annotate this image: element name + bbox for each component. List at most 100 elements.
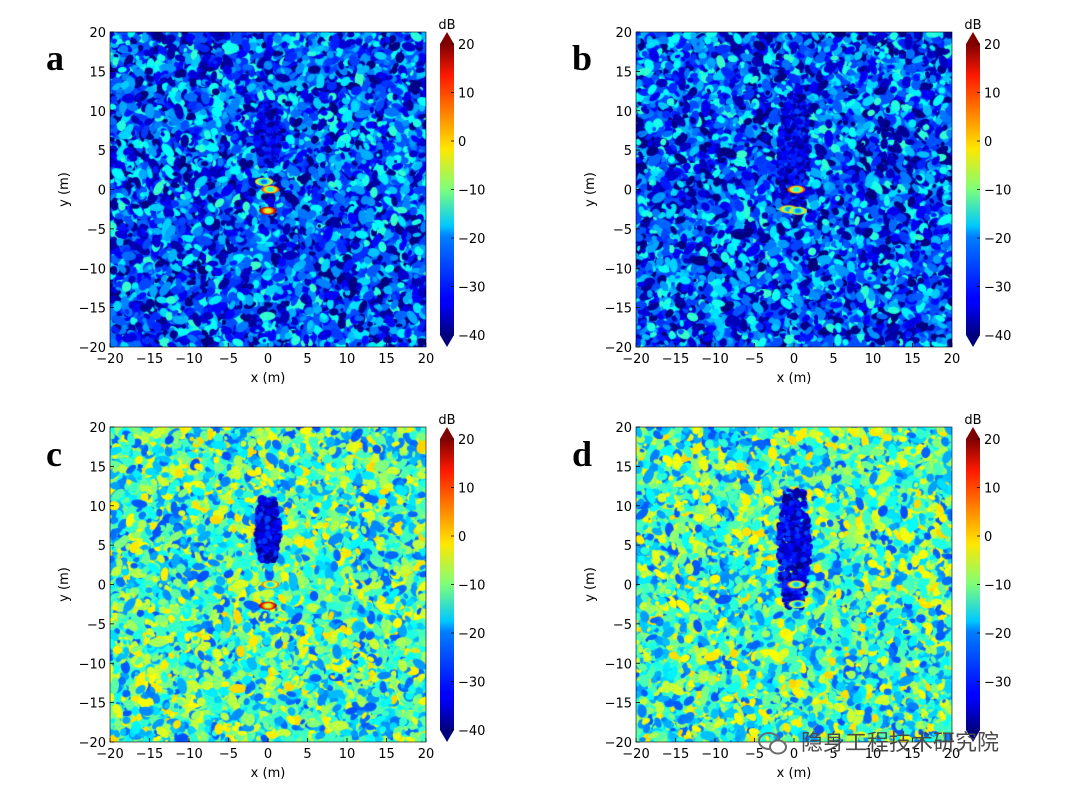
- colorbar-tick-label: 0: [984, 135, 992, 150]
- x-tick-label: −20: [622, 747, 649, 762]
- panel-label-c: c: [46, 434, 62, 474]
- x-ticks: −20 −15 −10 −5 0 5 10 15 20: [96, 738, 434, 762]
- x-tick-label: 10: [865, 747, 882, 762]
- y-tick-label: 0: [624, 184, 632, 199]
- y-tick-label: 10: [89, 500, 106, 515]
- x-tick-label: −5: [219, 747, 238, 762]
- colorbar-max-arrow: [440, 427, 454, 439]
- panel-d: d −20 −15 −10 −5 0 5 10 15 20 20 15 10 5 0 −5 −10 −15 −20 x…: [572, 413, 1011, 781]
- colorbar-tick-label: 0: [458, 530, 466, 545]
- heatmap-a: [110, 32, 426, 347]
- colorbar-label: dB: [964, 18, 981, 33]
- colorbar-gradient: [440, 44, 454, 335]
- y-axis-label: y (m): [583, 567, 598, 602]
- colorbar-tick-label: −40: [458, 329, 485, 344]
- x-tick-label: 15: [904, 352, 921, 367]
- colorbar-tick-label: −20: [984, 232, 1011, 247]
- panel-a: a −20 −15 −10 −5 0 5 10 15 20 20 15 10 5 0 −5 −10 −15 −20 x…: [46, 18, 485, 386]
- colorbar-min-arrow: [966, 730, 980, 742]
- x-tick-label: −5: [745, 352, 764, 367]
- y-tick-label: −10: [605, 657, 632, 672]
- x-tick-label: −20: [622, 352, 649, 367]
- y-tick-label: 15: [615, 460, 632, 475]
- colorbar-tick-label: −30: [458, 281, 485, 296]
- colorbar-min-arrow: [440, 335, 454, 347]
- colorbar-gradient: [966, 44, 980, 335]
- panel-label-d: d: [572, 434, 592, 474]
- y-tick-label: −15: [79, 302, 106, 317]
- y-axis-label: y (m): [57, 567, 72, 602]
- x-tick-label: 15: [904, 747, 921, 762]
- y-ticks: 20 15 10 5 0 −5 −10 −15 −20: [79, 26, 114, 356]
- colorbar-tick-label: 10: [984, 482, 1001, 497]
- colorbar-tick-label: 20: [458, 433, 475, 448]
- watermark-text: 隐身工程技术研究院: [801, 731, 999, 756]
- colorbar-tick-label: −10: [458, 184, 485, 199]
- x-axis-label: x (m): [777, 766, 812, 781]
- colorbar-tick-label: 10: [984, 87, 1001, 102]
- x-tick-label: 0: [790, 747, 798, 762]
- colorbar-tick-label: 10: [458, 87, 475, 102]
- x-tick-label: 10: [339, 352, 356, 367]
- x-tick-label: 20: [418, 747, 435, 762]
- x-tick-label: 0: [264, 747, 272, 762]
- x-tick-label: −15: [136, 747, 163, 762]
- colorbar-tick-label: 0: [458, 135, 466, 150]
- colorbar-tick-label: −30: [984, 281, 1011, 296]
- x-tick-label: 5: [303, 352, 311, 367]
- colorbar-tick-label: 20: [458, 38, 475, 53]
- x-tick-label: −5: [219, 352, 238, 367]
- colorbar-tick-label: −10: [458, 579, 485, 594]
- x-tick-label: −20: [96, 747, 123, 762]
- colorbar-tick-label: 0: [984, 530, 992, 545]
- y-tick-label: 5: [98, 539, 106, 554]
- colorbar-max-arrow: [440, 32, 454, 44]
- x-tick-label: −5: [745, 747, 764, 762]
- y-tick-label: −5: [87, 223, 106, 238]
- x-tick-label: −10: [701, 747, 728, 762]
- y-tick-label: 5: [624, 144, 632, 159]
- colorbar-gradient: [966, 439, 980, 730]
- x-axis-label: x (m): [251, 371, 286, 386]
- colorbar-tick-label: −20: [458, 627, 485, 642]
- y-tick-label: 20: [615, 26, 632, 41]
- x-tick-label: 15: [378, 747, 395, 762]
- x-ticks: −20 −15 −10 −5 0 5 10 15 20: [622, 738, 960, 762]
- y-tick-label: −5: [613, 618, 632, 633]
- y-tick-label: 15: [615, 65, 632, 80]
- colorbar-min-arrow: [966, 335, 980, 347]
- x-tick-label: −15: [662, 747, 689, 762]
- y-ticks: 20 15 10 5 0 −5 −10 −15 −20: [79, 421, 114, 751]
- heatmap-b: [636, 32, 952, 347]
- x-tick-label: 0: [264, 352, 272, 367]
- colorbar-tick-label: −40: [984, 329, 1011, 344]
- y-tick-label: −20: [79, 736, 106, 751]
- y-axis-label: y (m): [57, 172, 72, 207]
- x-tick-label: 5: [829, 352, 837, 367]
- wechat-icon: [758, 732, 787, 755]
- x-tick-label: −10: [175, 352, 202, 367]
- colorbar-max-arrow: [966, 427, 980, 439]
- panel-label-b: b: [572, 38, 592, 78]
- x-tick-label: 20: [418, 352, 435, 367]
- y-tick-label: 0: [98, 579, 106, 594]
- x-tick-label: 15: [378, 352, 395, 367]
- y-tick-label: −15: [79, 697, 106, 712]
- y-tick-label: −20: [79, 341, 106, 356]
- x-tick-label: 20: [944, 352, 961, 367]
- x-tick-label: 20: [944, 747, 961, 762]
- y-tick-label: 10: [615, 105, 632, 120]
- x-tick-label: 5: [303, 747, 311, 762]
- colorbar-tick-label: 20: [984, 38, 1001, 53]
- y-tick-label: 20: [615, 421, 632, 436]
- x-ticks: −20 −15 −10 −5 0 5 10 15 20: [622, 343, 960, 367]
- x-ticks: −20 −15 −10 −5 0 5 10 15 20: [96, 343, 434, 367]
- y-tick-label: −5: [87, 618, 106, 633]
- panel-c: c −20 −15 −10 −5 0 5 10 15 20 20 15 10 5 0 −5 −10 −15 −20 x…: [46, 413, 485, 781]
- colorbar-tick-label: 20: [984, 433, 1001, 448]
- colorbar-tick-label: −30: [984, 676, 1011, 691]
